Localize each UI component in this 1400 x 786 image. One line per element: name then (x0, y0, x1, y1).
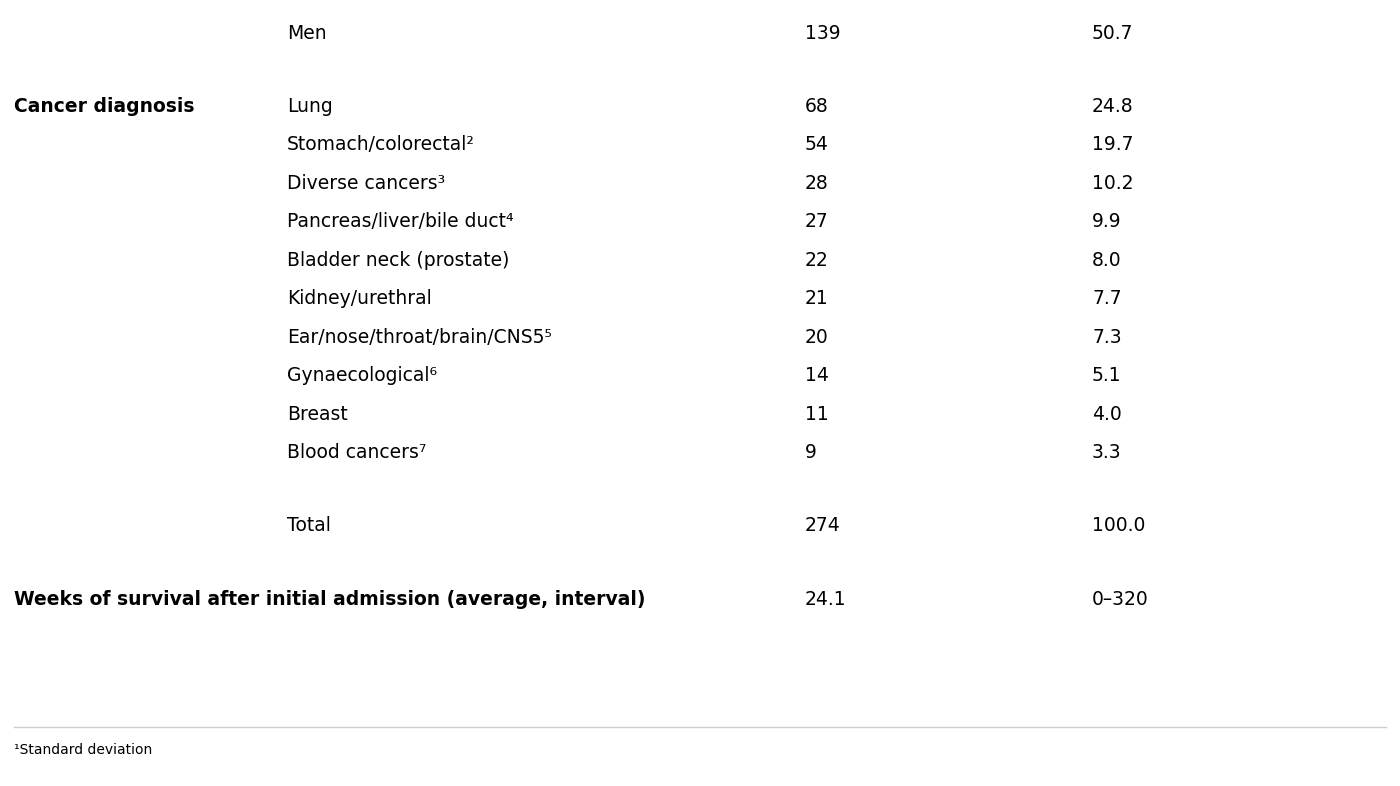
Text: 274: 274 (805, 516, 841, 535)
Text: 20: 20 (805, 328, 829, 347)
Text: 14: 14 (805, 366, 829, 385)
Text: 50.7: 50.7 (1092, 24, 1134, 42)
Text: Bladder neck (prostate): Bladder neck (prostate) (287, 251, 510, 270)
Text: 3.3: 3.3 (1092, 443, 1121, 462)
Text: 9: 9 (805, 443, 816, 462)
Text: Pancreas/liver/bile duct⁴: Pancreas/liver/bile duct⁴ (287, 212, 514, 231)
Text: Total: Total (287, 516, 330, 535)
Text: Gynaecological⁶: Gynaecological⁶ (287, 366, 437, 385)
Text: 11: 11 (805, 405, 829, 424)
Text: 27: 27 (805, 212, 829, 231)
Text: 22: 22 (805, 251, 829, 270)
Text: 139: 139 (805, 24, 840, 42)
Text: Diverse cancers³: Diverse cancers³ (287, 174, 445, 193)
Text: Stomach/colorectal²: Stomach/colorectal² (287, 135, 475, 154)
Text: 10.2: 10.2 (1092, 174, 1134, 193)
Text: 68: 68 (805, 97, 829, 116)
Text: Cancer diagnosis: Cancer diagnosis (14, 97, 195, 116)
Text: Weeks of survival after initial admission (average, interval): Weeks of survival after initial admissio… (14, 590, 645, 608)
Text: 7.7: 7.7 (1092, 289, 1121, 308)
Text: 54: 54 (805, 135, 829, 154)
Text: 9.9: 9.9 (1092, 212, 1121, 231)
Text: Ear/nose/throat/brain/CNS5⁵: Ear/nose/throat/brain/CNS5⁵ (287, 328, 552, 347)
Text: Breast: Breast (287, 405, 347, 424)
Text: 21: 21 (805, 289, 829, 308)
Text: 4.0: 4.0 (1092, 405, 1121, 424)
Text: 100.0: 100.0 (1092, 516, 1145, 535)
Text: 8.0: 8.0 (1092, 251, 1121, 270)
Text: 5.1: 5.1 (1092, 366, 1121, 385)
Text: 28: 28 (805, 174, 829, 193)
Text: 0–320: 0–320 (1092, 590, 1149, 608)
Text: 19.7: 19.7 (1092, 135, 1134, 154)
Text: 7.3: 7.3 (1092, 328, 1121, 347)
Text: Kidney/urethral: Kidney/urethral (287, 289, 431, 308)
Text: ¹Standard deviation: ¹Standard deviation (14, 743, 153, 757)
Text: 24.1: 24.1 (805, 590, 847, 608)
Text: Men: Men (287, 24, 326, 42)
Text: 24.8: 24.8 (1092, 97, 1134, 116)
Text: Lung: Lung (287, 97, 333, 116)
Text: Blood cancers⁷: Blood cancers⁷ (287, 443, 427, 462)
